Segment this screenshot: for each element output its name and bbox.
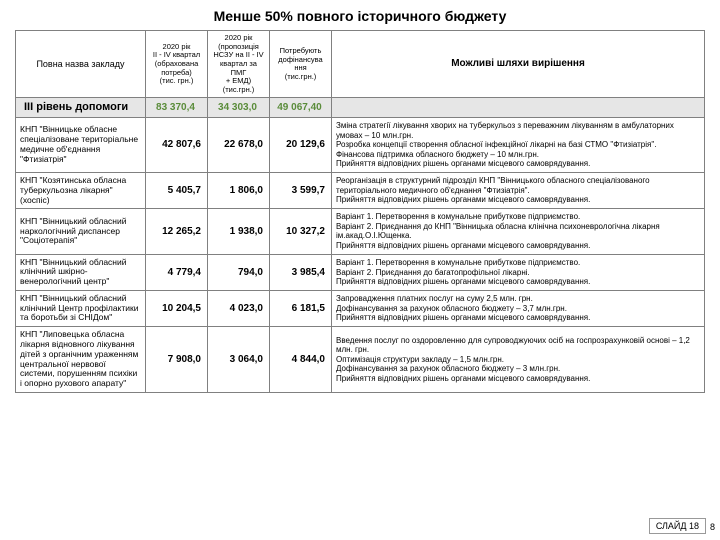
level-row: ІІІ рівень допомоги83 370,434 303,049 06… — [16, 98, 705, 118]
value-need: 42 807,6 — [146, 118, 208, 173]
col-deficit: Потребуютьдофінансування(тис.грн.) — [270, 31, 332, 98]
value-deficit: 3 985,4 — [270, 254, 332, 290]
header-row: Повна назва закладу 2020 рікII - IV квар… — [16, 31, 705, 98]
value-nszu: 3 064,0 — [208, 327, 270, 393]
value-nszu: 1 806,0 — [208, 172, 270, 208]
value-need: 10 204,5 — [146, 290, 208, 326]
table-row: КНП "Козятинська обласна туберкульозна л… — [16, 172, 705, 208]
value-nszu: 1 938,0 — [208, 209, 270, 254]
value-nszu: 4 023,0 — [208, 290, 270, 326]
level-v1: 83 370,4 — [146, 98, 208, 118]
col-nszu: 2020 рік(пропозиціяНСЗУ на II - IVкварта… — [208, 31, 270, 98]
facility-name: КНП "Вінницький обласний клінічний Центр… — [16, 290, 146, 326]
value-deficit: 20 129,6 — [270, 118, 332, 173]
value-deficit: 4 844,0 — [270, 327, 332, 393]
value-need: 5 405,7 — [146, 172, 208, 208]
budget-table: Повна назва закладу 2020 рікII - IV квар… — [15, 30, 705, 393]
facility-name: КНП "Вінницький обласний наркологічний д… — [16, 209, 146, 254]
solution-text: Варіант 1. Перетворення в комунальне при… — [332, 254, 705, 290]
table-row: КНП "Липовецька обласна лікарня відновно… — [16, 327, 705, 393]
col-name: Повна назва закладу — [16, 31, 146, 98]
table-body: ІІІ рівень допомоги83 370,434 303,049 06… — [16, 98, 705, 392]
facility-name: КНП "Вінницьке обласне спеціалізоване те… — [16, 118, 146, 173]
solution-text: Реорганізація в структурний підрозділ КН… — [332, 172, 705, 208]
value-nszu: 22 678,0 — [208, 118, 270, 173]
level-v3: 49 067,40 — [270, 98, 332, 118]
slide-label: СЛАЙД 18 — [649, 518, 706, 534]
value-deficit: 10 327,2 — [270, 209, 332, 254]
solution-text: Зміна стратегії лікування хворих на тубе… — [332, 118, 705, 173]
value-need: 12 265,2 — [146, 209, 208, 254]
page-number: 8 — [710, 522, 715, 532]
level-label: ІІІ рівень допомоги — [16, 98, 146, 118]
level-sol — [332, 98, 705, 118]
value-need: 4 779,4 — [146, 254, 208, 290]
solution-text: Введення послуг по оздоровленню для супр… — [332, 327, 705, 393]
table-row: КНП "Вінницький обласний клінічний шкірн… — [16, 254, 705, 290]
level-v2: 34 303,0 — [208, 98, 270, 118]
table-row: КНП "Вінницький обласний клінічний Центр… — [16, 290, 705, 326]
table-row: КНП "Вінницький обласний наркологічний д… — [16, 209, 705, 254]
solution-text: Запровадження платних послуг на суму 2,5… — [332, 290, 705, 326]
facility-name: КНП "Козятинська обласна туберкульозна л… — [16, 172, 146, 208]
col-calc-need: 2020 рікII - IV квартал(обрахованапотреб… — [146, 31, 208, 98]
page-title: Менше 50% повного історичного бюджету — [0, 0, 720, 30]
value-deficit: 3 599,7 — [270, 172, 332, 208]
table-row: КНП "Вінницьке обласне спеціалізоване те… — [16, 118, 705, 173]
facility-name: КНП "Липовецька обласна лікарня відновно… — [16, 327, 146, 393]
value-deficit: 6 181,5 — [270, 290, 332, 326]
solution-text: Варіант 1. Перетворення в комунальне при… — [332, 209, 705, 254]
col-solutions: Можливі шляхи вирішення — [332, 31, 705, 98]
facility-name: КНП "Вінницький обласний клінічний шкірн… — [16, 254, 146, 290]
value-nszu: 794,0 — [208, 254, 270, 290]
value-need: 7 908,0 — [146, 327, 208, 393]
